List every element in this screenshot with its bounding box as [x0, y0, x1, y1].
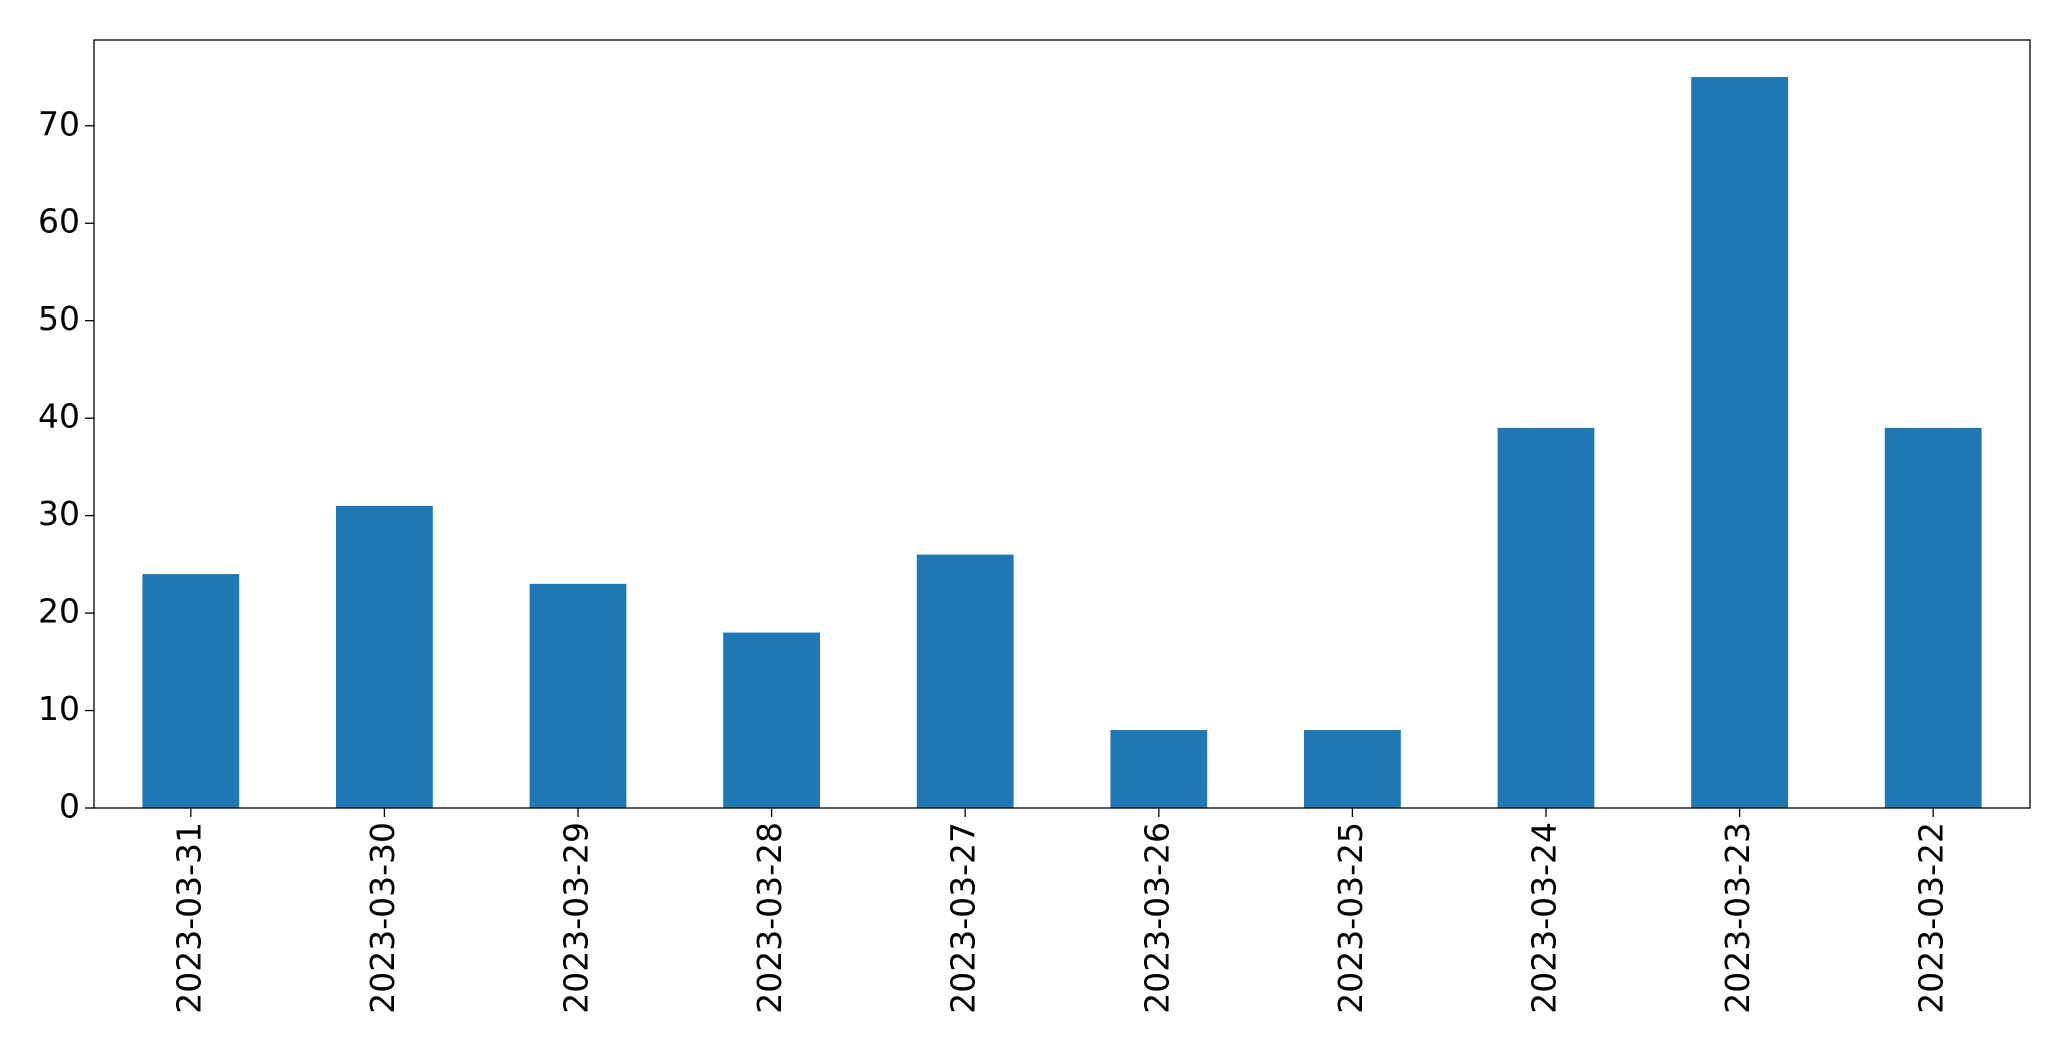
plot-frame [93, 39, 2031, 809]
bar [1110, 730, 1208, 808]
bar [916, 554, 1014, 808]
bar [1884, 427, 1982, 808]
x-tick-label: 2023-03-22 [1912, 822, 1951, 1014]
x-tick-label: 2023-03-30 [363, 822, 402, 1014]
y-tick-label: 70 [38, 104, 80, 143]
bar [142, 574, 240, 808]
y-tick-label: 40 [38, 397, 80, 436]
x-tick-label: 2023-03-29 [557, 822, 596, 1014]
bar [1497, 427, 1595, 808]
x-tick-label: 2023-03-23 [1718, 822, 1757, 1014]
x-tick-label: 2023-03-27 [944, 822, 983, 1014]
x-tick-label: 2023-03-31 [169, 822, 208, 1014]
y-tick-label: 10 [38, 689, 80, 728]
y-tick-label: 0 [59, 787, 80, 826]
bar [1304, 730, 1401, 808]
y-tick-label: 30 [38, 494, 80, 533]
x-tick-label: 2023-03-24 [1525, 822, 1564, 1014]
bar [723, 632, 820, 808]
bar [529, 583, 627, 808]
y-tick-label: 20 [38, 592, 80, 631]
x-tick-label: 2023-03-26 [1137, 822, 1176, 1014]
x-tick-label: 2023-03-25 [1331, 822, 1370, 1014]
y-tick-label: 60 [38, 202, 80, 241]
y-tick-label: 50 [38, 299, 80, 338]
bar [1691, 77, 1788, 809]
x-tick-label: 2023-03-28 [750, 822, 789, 1014]
bar [336, 505, 433, 808]
